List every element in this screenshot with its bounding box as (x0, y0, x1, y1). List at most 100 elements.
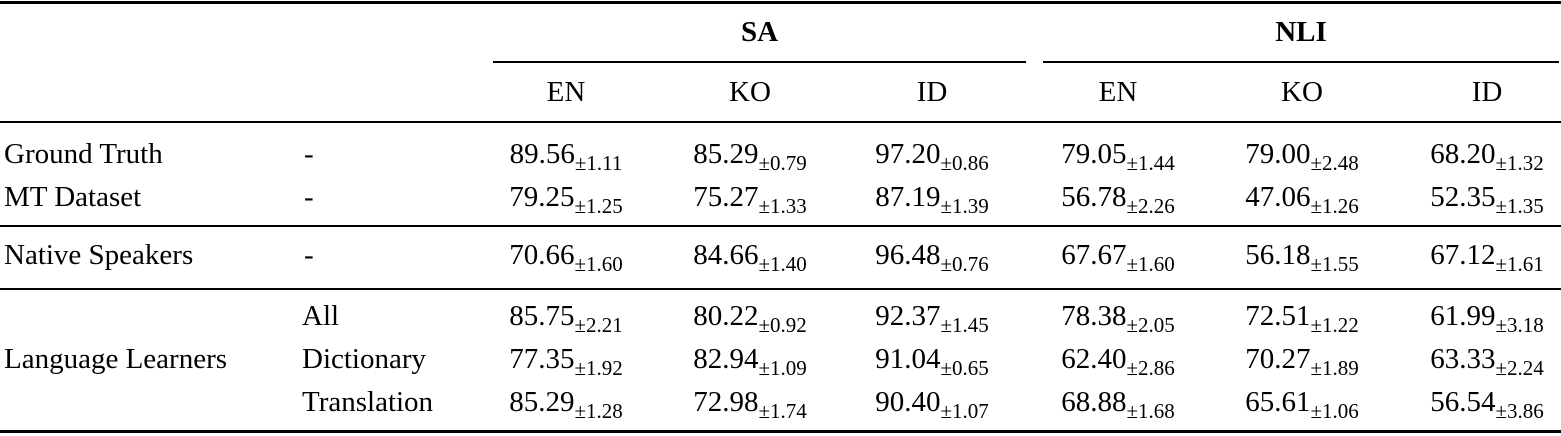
row-label: Native Speakers (4, 239, 194, 271)
table-cell: 80.22±0.92 (660, 299, 840, 336)
row-sublabel: Translation (302, 386, 434, 418)
table-cell: 90.40±1.07 (842, 385, 1022, 422)
cell-value: 67.67 (1061, 239, 1127, 271)
row-sublabel: - (304, 138, 314, 170)
table-cell: 61.99±3.18 (1397, 299, 1561, 336)
column-header-4-ko: KO (1281, 76, 1323, 108)
cell-value: 80.22 (693, 300, 759, 332)
bottom-rule (0, 430, 1561, 433)
cell-std: ±1.44 (1126, 151, 1175, 175)
cell-value: 85.75 (509, 300, 575, 332)
cell-std: ±1.26 (1310, 194, 1359, 218)
table-cell: 62.40±2.86 (1028, 342, 1208, 379)
cell-value: 97.20 (875, 138, 941, 170)
table-cell: 78.38±2.05 (1028, 299, 1208, 336)
cell-value: 96.48 (875, 239, 941, 271)
table-cell: 97.20±0.86 (842, 137, 1022, 174)
cell-std: ±1.74 (758, 399, 807, 423)
cell-value: 47.06 (1245, 181, 1311, 213)
cell-std: ±1.45 (940, 313, 989, 337)
cell-std: ±1.40 (758, 252, 807, 276)
cell-std: ±1.28 (574, 399, 623, 423)
row-label: Language Learners (4, 343, 228, 375)
cell-std: ±0.86 (940, 151, 989, 175)
cell-std: ±1.68 (1126, 399, 1175, 423)
group-header-nli: NLI (1275, 16, 1327, 48)
cell-value: 85.29 (509, 386, 575, 418)
row-sublabel: - (304, 239, 314, 271)
cell-value: 77.35 (509, 343, 575, 375)
cell-value: 75.27 (693, 181, 759, 213)
cell-value: 72.51 (1245, 300, 1311, 332)
column-header-0-en: EN (546, 76, 586, 108)
table-cell: 85.29±0.79 (660, 137, 840, 174)
cell-std: ±1.25 (574, 194, 623, 218)
table-cell: 82.94±1.09 (660, 342, 840, 379)
table-cell: 70.27±1.89 (1212, 342, 1392, 379)
cell-std: ±1.92 (574, 356, 623, 380)
cell-std: ±2.24 (1495, 356, 1544, 380)
cell-value: 70.27 (1245, 343, 1311, 375)
column-header-1-ko: KO (729, 76, 771, 108)
cell-std: ±1.39 (940, 194, 989, 218)
table-cell: 96.48±0.76 (842, 238, 1022, 275)
table-cell: 89.56±1.11 (476, 137, 656, 174)
cell-value: 84.66 (693, 239, 759, 271)
cell-std: ±2.05 (1126, 313, 1175, 337)
cell-value: 85.29 (693, 138, 759, 170)
table-cell: 70.66±1.60 (476, 238, 656, 275)
table-cell: 67.12±1.61 (1397, 238, 1561, 275)
cell-std: ±1.07 (940, 399, 989, 423)
cell-std: ±2.26 (1126, 194, 1175, 218)
table-cell: 56.54±3.86 (1397, 385, 1561, 422)
cell-std: ±1.06 (1310, 399, 1359, 423)
row-label: MT Dataset (4, 181, 142, 213)
group-underline-sa (493, 61, 1026, 63)
cell-std: ±0.92 (758, 313, 807, 337)
cell-std: ±1.89 (1310, 356, 1359, 380)
table-cell: 56.18±1.55 (1212, 238, 1392, 275)
cell-value: 65.61 (1245, 386, 1311, 418)
column-header-5-id: ID (1471, 76, 1503, 108)
table-cell: 79.00±2.48 (1212, 137, 1392, 174)
row-label: Ground Truth (4, 138, 163, 170)
table-cell: 68.88±1.68 (1028, 385, 1208, 422)
group-underline-nli (1043, 61, 1559, 63)
cell-value: 56.78 (1061, 181, 1127, 213)
cell-std: ±1.33 (758, 194, 807, 218)
table-cell: 87.19±1.39 (842, 180, 1022, 217)
cell-value: 82.94 (693, 343, 759, 375)
column-header-3-en: EN (1098, 76, 1138, 108)
header-rule (0, 121, 1561, 123)
table-cell: 85.29±1.28 (476, 385, 656, 422)
table-cell: 92.37±1.45 (842, 299, 1022, 336)
table-cell: 56.78±2.26 (1028, 180, 1208, 217)
cell-std: ±1.60 (574, 252, 623, 276)
table-cell: 72.98±1.74 (660, 385, 840, 422)
row-sublabel: All (302, 300, 340, 332)
cell-value: 56.54 (1430, 386, 1496, 418)
cell-std: ±0.76 (940, 252, 989, 276)
cell-std: ±1.35 (1495, 194, 1544, 218)
table-cell: 75.27±1.33 (660, 180, 840, 217)
table-cell: 77.35±1.92 (476, 342, 656, 379)
cell-value: 90.40 (875, 386, 941, 418)
row-sublabel: Dictionary (302, 343, 427, 375)
cell-value: 79.05 (1061, 138, 1127, 170)
cell-std: ±1.22 (1310, 313, 1359, 337)
cell-std: ±0.79 (758, 151, 807, 175)
table-cell: 91.04±0.65 (842, 342, 1022, 379)
cell-value: 63.33 (1430, 343, 1496, 375)
table-cell: 85.75±2.21 (476, 299, 656, 336)
cell-value: 91.04 (875, 343, 941, 375)
table-cell: 63.33±2.24 (1397, 342, 1561, 379)
cell-value: 89.56 (509, 138, 575, 170)
row-sublabel: - (304, 181, 314, 213)
cell-value: 79.25 (509, 181, 575, 213)
table-cell: 65.61±1.06 (1212, 385, 1392, 422)
cell-std: ±1.32 (1495, 151, 1544, 175)
cell-value: 87.19 (875, 181, 941, 213)
cell-std: ±2.21 (574, 313, 623, 337)
cell-value: 68.88 (1061, 386, 1127, 418)
